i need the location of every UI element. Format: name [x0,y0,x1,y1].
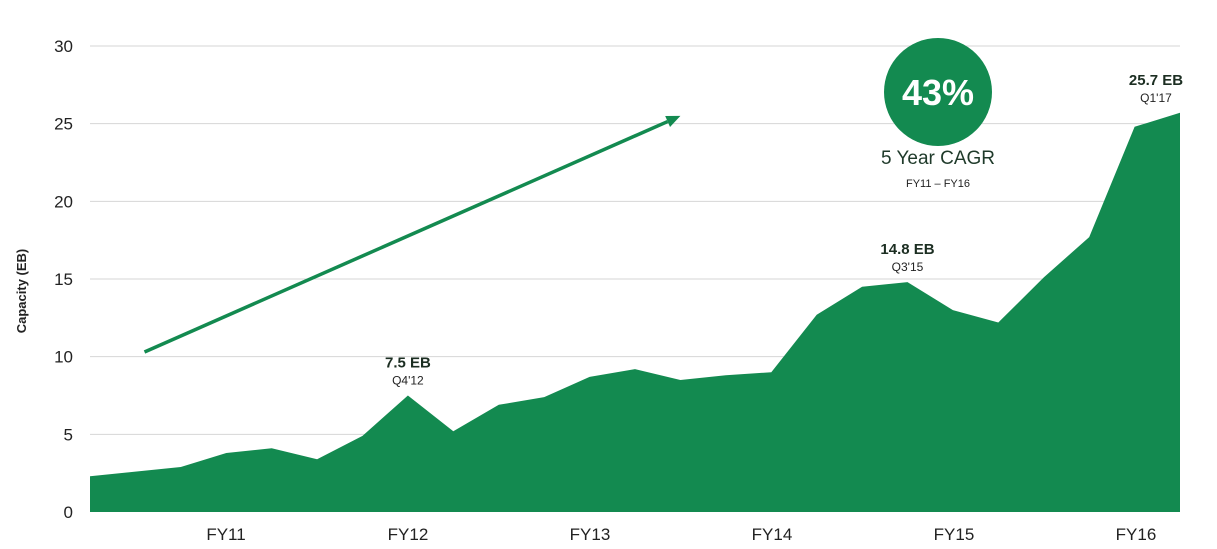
y-axis-tick-labels: 0 5 10 15 20 25 30 [54,37,73,522]
cagr-circle [884,38,992,146]
x-tick-label: FY15 [934,525,975,544]
cagr-range: FY11 – FY16 [906,178,970,190]
peak-annotations: 7.5 EB Q4'12 14.8 EB Q3'15 25.7 EB Q1'17 [385,72,1183,388]
x-tick-label: FY14 [752,525,793,544]
cagr-label: 5 Year CAGR [881,148,995,169]
x-tick-label: FY12 [388,525,429,544]
annotation-period: Q3'15 [892,260,924,274]
area-fill [90,112,1180,513]
y-tick-label: 20 [54,192,73,211]
annotation-value: 7.5 EB [385,355,431,372]
area-series [90,112,1180,513]
annotation-value: 25.7 EB [1129,72,1183,89]
y-tick-label: 10 [54,348,73,367]
x-tick-label: FY13 [570,525,611,544]
arrow-head [665,115,681,128]
annotation-value: 14.8 EB [880,241,934,258]
y-tick-label: 15 [54,270,73,289]
y-axis-label: Capacity (EB) [14,249,29,334]
y-tick-label: 0 [64,503,73,522]
cagr-trend-arrow [143,115,681,354]
cagr-percent: 43% [902,72,974,113]
annotation-period: Q1'17 [1140,91,1172,105]
x-axis-tick-labels: FY11 FY12 FY13 FY14 FY15 FY16 [206,525,1156,544]
arrow-shaft [143,119,669,354]
cagr-badge: 43% 5 Year CAGR FY11 – FY16 [881,38,995,190]
y-tick-label: 25 [54,115,73,134]
y-tick-label: 30 [54,37,73,56]
x-tick-label: FY16 [1116,525,1157,544]
y-tick-label: 5 [64,425,73,444]
x-tick-label: FY11 [206,525,245,544]
annotation-period: Q4'12 [392,374,424,388]
